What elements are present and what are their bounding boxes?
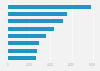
Bar <box>8 5 91 9</box>
Bar <box>8 41 39 45</box>
Bar <box>8 56 36 60</box>
Bar <box>8 12 67 16</box>
Bar <box>8 34 46 38</box>
Bar <box>8 49 37 53</box>
Bar <box>8 19 63 23</box>
Bar <box>8 27 54 31</box>
